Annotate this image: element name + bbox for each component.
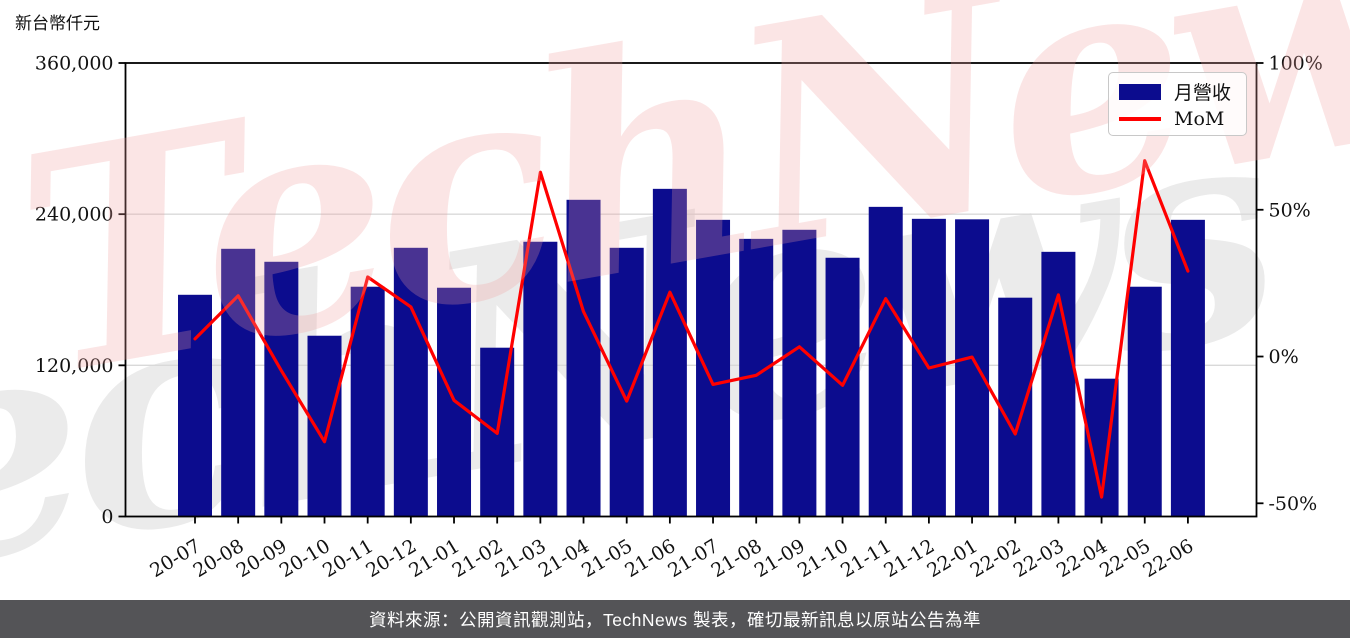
revenue-bar-21-09 <box>782 229 817 517</box>
right-tick-label-50: 50% <box>1269 199 1311 221</box>
revenue-bar-22-03 <box>1041 251 1076 517</box>
plot-border <box>124 62 1258 518</box>
legend-item-monthly-revenue: 月營收 <box>1119 78 1236 105</box>
left-tick-label-0: 0 <box>101 506 113 528</box>
revenue-bar-20-07 <box>178 294 212 517</box>
revenue-bar-22-02 <box>998 297 1033 517</box>
chart-canvas: 0120,000240,000360,000-50%0%50%100%20-07… <box>35 53 1323 583</box>
monthly-revenue-legend-label: 月營收 <box>1174 82 1232 105</box>
revenue-bar-22-01 <box>955 219 990 517</box>
left-tick-label-240000: 240,000 <box>35 204 114 226</box>
y-axis-unit-label: 新台幣仟元 <box>15 14 100 34</box>
revenue-bar-20-10 <box>307 335 342 517</box>
right-tick-label-0: 0% <box>1269 346 1299 368</box>
legend-item-mom: MoM <box>1119 108 1236 130</box>
right-tick-label--50: -50% <box>1269 493 1318 515</box>
mom-legend-label: MoM <box>1174 107 1225 130</box>
revenue-bar-21-11 <box>868 206 903 517</box>
right-tick-label-100: 100% <box>1269 53 1323 75</box>
left-tick-label-360000: 360,000 <box>35 53 114 75</box>
x-tick-label-22-06: 22-06 <box>1139 535 1197 582</box>
revenue-bar-21-06 <box>652 188 687 517</box>
revenue-bar-21-10 <box>825 257 860 517</box>
mom-line <box>193 159 1190 499</box>
revenue-bar-21-03 <box>523 241 558 517</box>
revenue-bar-21-04 <box>566 199 601 517</box>
mom-line-swatch <box>1119 116 1161 121</box>
chart-legend: 月營收 MoM <box>1108 72 1247 136</box>
revenue-bar-21-07 <box>696 219 731 517</box>
source-footer-text: 資料來源：公開資訊觀測站，TechNews 製表，確切最新訊息以原站公告為準 <box>368 609 982 630</box>
revenue-bar-22-05 <box>1127 286 1162 517</box>
revenue-bar-20-12 <box>393 247 428 517</box>
revenue-bar-22-06 <box>1170 219 1205 517</box>
revenue-bar-21-05 <box>609 247 644 517</box>
revenue-bar-20-08 <box>221 248 256 517</box>
monthly-revenue-bar-swatch <box>1119 83 1161 100</box>
source-footer: 資料來源：公開資訊觀測站，TechNews 製表，確切最新訊息以原站公告為準 <box>0 600 1350 638</box>
left-tick-label-120000: 120,000 <box>35 355 114 377</box>
